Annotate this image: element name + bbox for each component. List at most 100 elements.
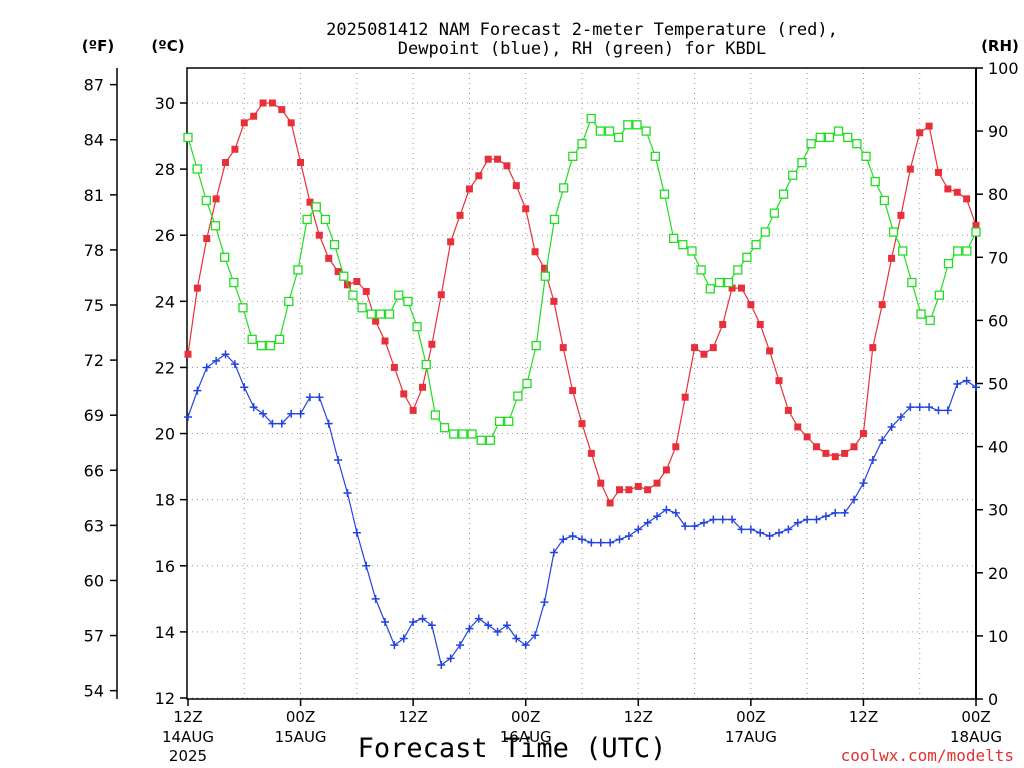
rh-tick-label: 90 <box>988 122 1008 141</box>
celsius-tick-label: 22 <box>155 358 175 377</box>
x-tick-year: 2025 <box>169 747 207 765</box>
temperature-point <box>334 268 342 276</box>
temperature-point <box>662 466 670 474</box>
rh-point <box>384 309 395 319</box>
dewpoint-point <box>606 538 615 547</box>
temperature-point <box>747 301 755 309</box>
temperature-point <box>831 453 839 461</box>
fahrenheit-tick-label: 78 <box>84 241 104 260</box>
rh-point <box>888 227 899 237</box>
temperature-point <box>653 479 661 487</box>
temperature-point <box>428 340 436 348</box>
rh-point <box>274 334 285 344</box>
rh-point <box>806 139 816 149</box>
x-axis-label: Forecast Time (UTC) <box>358 733 667 764</box>
rh-point <box>797 157 807 168</box>
rh-point <box>568 151 578 161</box>
temperature-point <box>709 344 717 352</box>
rh-point <box>513 391 523 401</box>
dewpoint-point <box>362 561 371 570</box>
temperature-point <box>231 145 239 153</box>
dewpoint-point <box>690 522 699 531</box>
dewpoint-point <box>812 515 821 524</box>
temperature-point <box>934 168 942 176</box>
dewpoint-point <box>943 406 952 415</box>
rh-point <box>256 340 266 351</box>
rh-point <box>632 120 642 130</box>
temperature-point <box>494 155 502 163</box>
temperature-point <box>212 195 220 203</box>
celsius-tick-label: 20 <box>155 425 175 444</box>
temperature-point <box>634 482 642 490</box>
temperature-point <box>775 377 783 385</box>
dewpoint-point <box>399 634 408 643</box>
celsius-tick-label: 24 <box>155 292 175 311</box>
dewpoint-point <box>718 515 727 524</box>
temperature-point <box>972 221 980 229</box>
fahrenheit-tick-label: 54 <box>84 682 104 701</box>
dewpoint-point <box>775 528 783 537</box>
dewpoint-point <box>531 631 540 640</box>
temperature-point <box>672 443 680 451</box>
grid-lines <box>187 68 976 699</box>
dewpoint-point <box>587 538 596 547</box>
x-tick-label: 00Z <box>286 708 315 726</box>
rh-point <box>788 170 798 180</box>
rh-point <box>898 246 908 256</box>
rh-tick-label: 30 <box>988 501 1008 520</box>
dewpoint-point <box>315 393 324 402</box>
temperature-point <box>503 162 511 170</box>
temperature-point <box>878 301 886 309</box>
temperature-point <box>465 185 473 193</box>
temperature-point <box>850 443 858 451</box>
dewpoint-point <box>305 393 314 402</box>
rh-point <box>439 423 450 433</box>
rh-series <box>183 113 981 445</box>
fahrenheit-unit-label: (ºF) <box>82 37 114 55</box>
fahrenheit-tick-label: 84 <box>84 131 104 150</box>
rh-point <box>687 246 697 256</box>
temperature-point <box>278 106 286 114</box>
dewpoint-point <box>728 515 737 524</box>
temperature-point <box>240 119 248 127</box>
rh-point <box>302 214 312 225</box>
temperature-point <box>512 182 520 190</box>
x-tick-label: 12Z <box>398 708 427 726</box>
temperature-point <box>869 344 877 352</box>
fahrenheit-tick-label: 81 <box>84 186 104 205</box>
dewpoint-point <box>615 535 624 544</box>
dewpoint-point <box>334 456 343 464</box>
dewpoint-point <box>540 598 549 607</box>
temperature-point <box>897 211 905 219</box>
temperature-point <box>409 406 417 414</box>
temperature-point <box>381 337 389 345</box>
rh-point <box>943 258 954 269</box>
temperature-point <box>625 486 633 494</box>
x-tick-label: 00Z <box>736 708 765 726</box>
temperature-point <box>644 486 652 494</box>
rh-point <box>430 410 441 420</box>
dewpoint-point <box>896 413 905 422</box>
dewpoint-point <box>212 356 221 365</box>
rh-point <box>614 132 624 143</box>
temperature-point <box>569 387 577 395</box>
dewpoint-point <box>756 528 765 537</box>
rh-point <box>723 277 734 288</box>
rh-point <box>586 113 596 124</box>
dewpoint-point <box>934 406 943 415</box>
rh-point <box>953 246 963 256</box>
dewpoint-point <box>925 403 934 412</box>
rh-point <box>412 322 422 332</box>
dewpoint-point <box>840 508 849 517</box>
temperature-point <box>766 347 774 355</box>
dewpoint-point <box>859 479 868 488</box>
rh-point <box>852 139 862 149</box>
dewpoint-point <box>831 508 840 517</box>
temperature-point <box>756 320 764 328</box>
rh-point <box>696 265 706 275</box>
temperature-point <box>484 155 492 163</box>
fahrenheit-tick-label: 60 <box>84 571 104 590</box>
rh-point <box>733 265 743 275</box>
rh-point <box>824 132 835 143</box>
temperature-point <box>419 383 427 391</box>
